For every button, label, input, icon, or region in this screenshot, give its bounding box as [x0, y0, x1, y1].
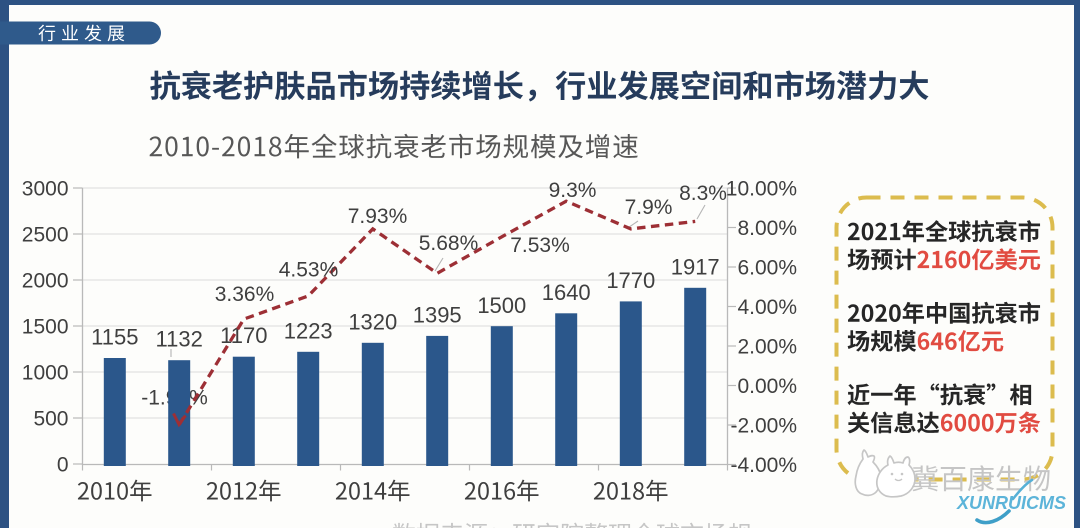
- svg-text:3.36%: 3.36%: [215, 283, 275, 306]
- svg-text:1770: 1770: [606, 268, 655, 293]
- svg-text:6.00%: 6.00%: [737, 257, 797, 280]
- svg-text:10.00%: 10.00%: [726, 178, 797, 201]
- svg-text:7.93%: 7.93%: [348, 205, 408, 228]
- svg-text:5.68%: 5.68%: [419, 232, 479, 255]
- svg-text:4.00%: 4.00%: [737, 296, 797, 319]
- svg-text:7.53%: 7.53%: [510, 234, 570, 257]
- svg-text:2000: 2000: [22, 270, 69, 293]
- svg-text:1640: 1640: [542, 280, 591, 305]
- svg-text:1500: 1500: [22, 316, 69, 339]
- svg-text:3000: 3000: [22, 178, 69, 201]
- svg-text:8.00%: 8.00%: [737, 217, 797, 240]
- svg-text:500: 500: [33, 408, 68, 431]
- svg-text:1320: 1320: [348, 309, 397, 334]
- svg-text:0.00%: 0.00%: [737, 375, 797, 398]
- svg-text:1223: 1223: [284, 318, 333, 343]
- svg-text:2500: 2500: [22, 224, 69, 247]
- svg-text:1917: 1917: [671, 254, 720, 279]
- svg-text:1155: 1155: [91, 325, 138, 350]
- svg-text:2.00%: 2.00%: [737, 336, 797, 359]
- svg-text:XUNRUICMS: XUNRUICMS: [956, 493, 1066, 513]
- svg-text:1500: 1500: [477, 293, 526, 318]
- svg-text:1000: 1000: [22, 362, 69, 385]
- svg-text:-2.00%: -2.00%: [730, 415, 797, 438]
- svg-text:4.53%: 4.53%: [279, 259, 339, 282]
- svg-text:1395: 1395: [413, 302, 462, 327]
- svg-text:0: 0: [57, 454, 69, 477]
- svg-text:1132: 1132: [156, 327, 203, 352]
- svg-text:-4.00%: -4.00%: [730, 454, 797, 477]
- svg-text:9.3%: 9.3%: [549, 179, 597, 202]
- svg-text:8.3%: 8.3%: [679, 182, 727, 205]
- svg-text:1170: 1170: [220, 323, 267, 348]
- svg-text:7.9%: 7.9%: [625, 196, 673, 219]
